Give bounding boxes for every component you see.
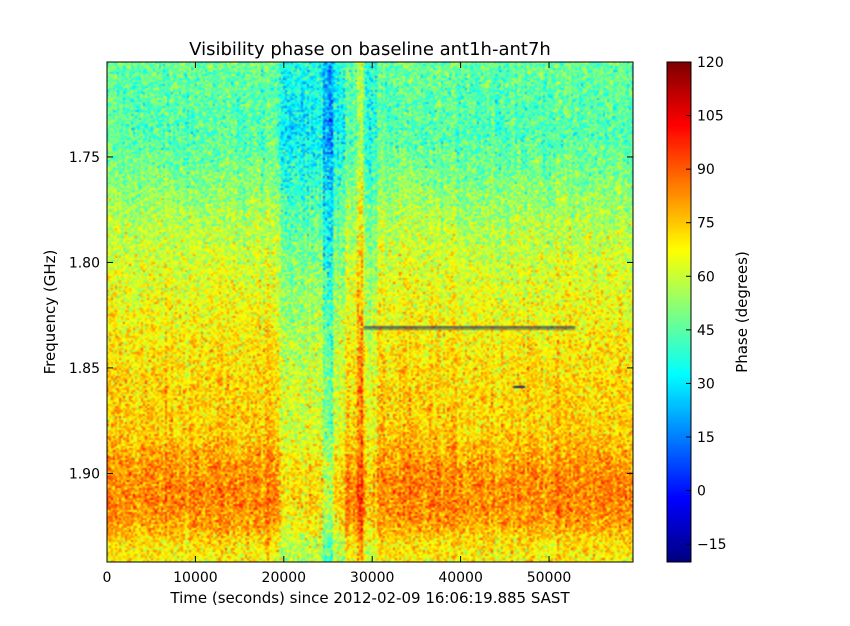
colorbar-tick-label: 15 <box>697 430 715 446</box>
colorbar-tick-label: 45 <box>697 323 715 339</box>
colorbar-ticks: −15 0 15 30 45 60 75 90 105 120 <box>686 55 727 553</box>
x-tick-label: 30000 <box>350 570 395 586</box>
colorbar: −15 0 15 30 45 60 75 90 105 120 Phase (degrees) <box>666 55 751 563</box>
heatmap-image <box>107 62 633 562</box>
plot-frame <box>106 61 634 563</box>
y-tick-label: 1.75 <box>69 150 100 166</box>
y-tick-label: 1.90 <box>69 466 100 482</box>
chart-title: Visibility phase on baseline ant1h-ant7h <box>189 39 551 60</box>
colorbar-tick-label: 105 <box>697 109 724 125</box>
colorbar-tick-label: −15 <box>697 537 727 553</box>
colorbar-tick-label: 0 <box>697 484 706 500</box>
x-tick-label: 40000 <box>438 570 483 586</box>
y-axis-label: Frequency (GHz) <box>41 250 59 375</box>
colorbar-gradient <box>667 62 691 562</box>
x-tick-label: 50000 <box>527 570 572 586</box>
y-tick-label: 1.85 <box>69 361 100 377</box>
colorbar-tick-label: 60 <box>697 269 715 285</box>
colorbar-tick-label: 90 <box>697 162 715 178</box>
x-axis-label: Time (seconds) since 2012-02-09 16:06:19… <box>169 589 570 607</box>
colorbar-tick-label: 120 <box>697 55 724 71</box>
colorbar-frame <box>666 61 692 563</box>
colorbar-tick-label: 75 <box>697 216 715 232</box>
x-tick-label: 20000 <box>262 570 307 586</box>
x-tick-label: 0 <box>103 570 112 586</box>
x-axis: 0 10000 20000 30000 40000 50000 <box>103 62 572 586</box>
heatmap-plot <box>106 61 634 563</box>
y-tick-label: 1.80 <box>69 255 100 271</box>
colorbar-tick-label: 30 <box>697 376 715 392</box>
x-tick-label: 10000 <box>173 570 218 586</box>
colorbar-label: Phase (degrees) <box>733 251 751 373</box>
y-axis: 1.75 1.80 1.85 1.90 <box>69 150 633 482</box>
